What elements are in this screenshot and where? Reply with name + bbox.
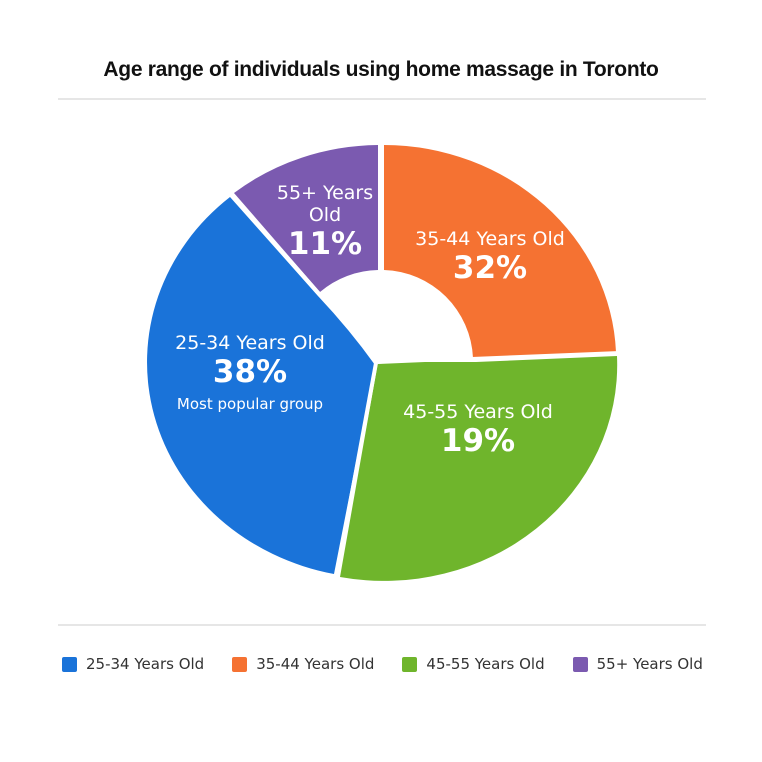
slice-category: Old — [308, 203, 342, 226]
slice-percent: 11% — [287, 225, 363, 262]
label-55-plus: 55+ Years Old 11% — [270, 182, 380, 262]
legend: 25-34 Years Old 35-44 Years Old 45-55 Ye… — [62, 655, 703, 673]
chart-title: Age range of individuals using home mass… — [103, 58, 659, 81]
legend-swatch-icon — [572, 656, 588, 672]
legend-label: 45-55 Years Old — [426, 655, 545, 673]
label-25-34: 25-34 Years Old 38% Most popular group — [150, 332, 350, 414]
slice-percent: 38% — [212, 353, 288, 390]
slice-35-44[interactable] — [384, 145, 616, 358]
slice-category: 25-34 Years Old — [175, 332, 325, 354]
slice-category: 55+ Years — [276, 182, 374, 204]
slice-note: Most popular group — [176, 395, 324, 414]
legend-item-45-55[interactable]: 45-55 Years Old — [402, 655, 545, 673]
slice-45-55[interactable] — [340, 356, 618, 581]
slice-category: 35-44 Years Old — [415, 228, 565, 250]
slice-category: 45-55 Years Old — [403, 401, 553, 423]
label-35-44: 35-44 Years Old 32% — [390, 228, 590, 286]
slice-percent: 19% — [440, 422, 516, 459]
legend-divider — [58, 624, 706, 626]
legend-label: 35-44 Years Old — [256, 655, 375, 673]
legend-label: 25-34 Years Old — [86, 655, 205, 673]
legend-item-55-plus[interactable]: 55+ Years Old — [572, 655, 703, 673]
legend-swatch-icon — [62, 656, 77, 672]
slice-25-34[interactable] — [147, 197, 375, 574]
donut-hole — [320, 271, 472, 364]
legend-item-25-34[interactable]: 25-34 Years Old — [62, 655, 204, 673]
legend-swatch-icon — [232, 656, 248, 672]
legend-label: 55+ Years Old — [596, 655, 703, 673]
slice-55-plus[interactable] — [234, 145, 378, 292]
label-45-55: 45-55 Years Old 19% — [378, 401, 578, 459]
title-divider — [58, 98, 706, 100]
slice-percent: 32% — [452, 249, 528, 286]
legend-item-35-44[interactable]: 35-44 Years Old — [232, 655, 374, 673]
legend-swatch-icon — [402, 656, 418, 672]
